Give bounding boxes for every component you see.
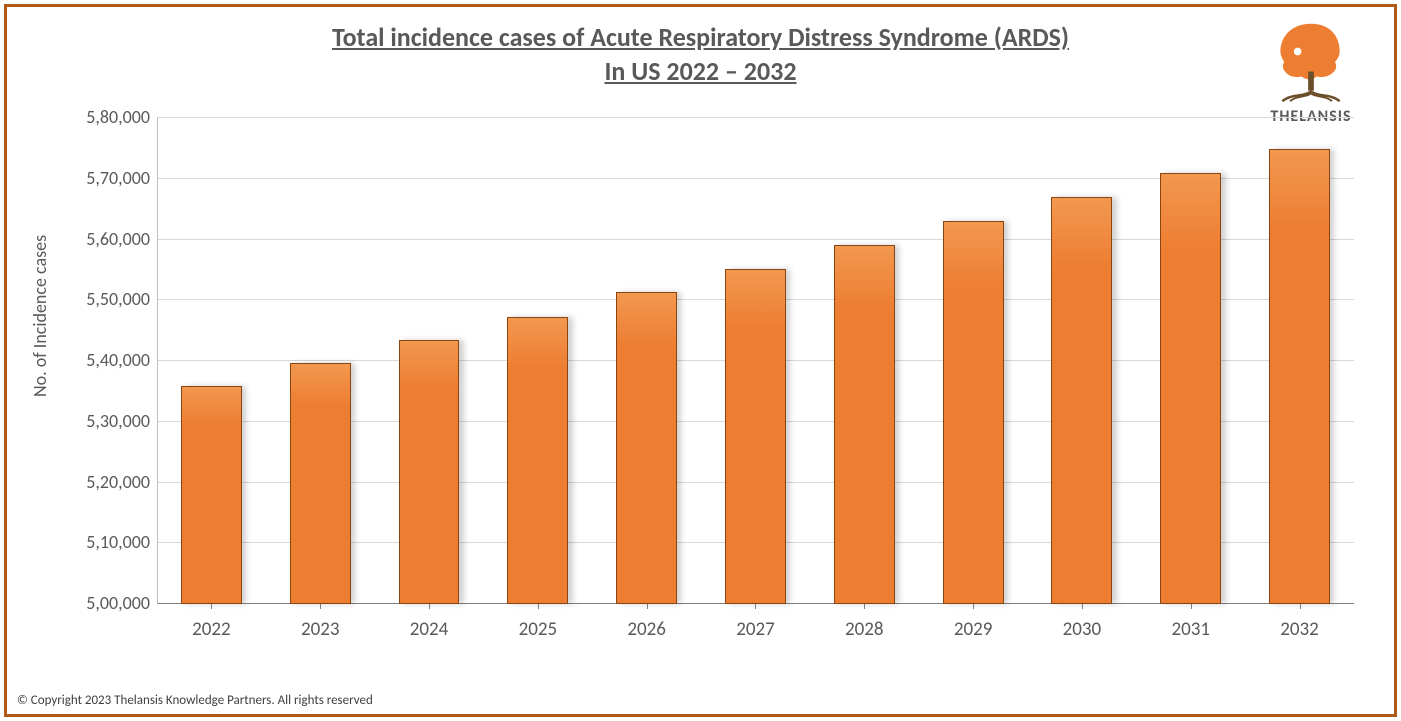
bar (943, 221, 1004, 604)
y-tick-label: 5,10,000 (86, 531, 150, 553)
x-tick-cell: 2029 (919, 604, 1028, 634)
x-tick-cell: 2023 (266, 604, 375, 634)
bar (616, 292, 677, 604)
bar (181, 386, 242, 604)
x-tick-label: 2025 (483, 618, 592, 641)
bar-slot (1245, 117, 1354, 604)
chart-title: Total incidence cases of Acute Respirato… (7, 21, 1394, 87)
bar-slot (919, 117, 1028, 604)
x-axis: 2022202320242025202620272028202920302031… (157, 604, 1354, 634)
y-tick-label: 5,40,000 (86, 349, 150, 371)
bar-slot (266, 117, 375, 604)
x-tick-cell: 2031 (1136, 604, 1245, 634)
copyright-text: © Copyright 2023 Thelansis Knowledge Par… (17, 693, 373, 708)
x-tick-label: 2026 (592, 618, 701, 641)
bar-slot (810, 117, 919, 604)
bar-slot (592, 117, 701, 604)
x-tick-cell: 2022 (157, 604, 266, 634)
bar-slot (1028, 117, 1137, 604)
y-tick-label: 5,20,000 (86, 471, 150, 493)
x-tick-label: 2029 (919, 618, 1028, 641)
x-tick-label: 2027 (701, 618, 810, 641)
x-tick-cell: 2027 (701, 604, 810, 634)
bar (1051, 197, 1112, 604)
brain-tree-icon (1263, 19, 1359, 105)
x-tick-label: 2024 (375, 618, 484, 641)
bar (290, 363, 351, 604)
bar (399, 340, 460, 604)
x-tick-cell: 2032 (1245, 604, 1354, 634)
chart-frame: Total incidence cases of Acute Respirato… (4, 4, 1397, 717)
x-tick-label: 2032 (1245, 618, 1354, 641)
bar-slot (375, 117, 484, 604)
bar-slot (1136, 117, 1245, 604)
bar-slot (483, 117, 592, 604)
y-tick-label: 5,80,000 (86, 106, 150, 128)
x-tick-label: 2022 (157, 618, 266, 641)
x-tick-cell: 2028 (810, 604, 919, 634)
bar (725, 269, 786, 604)
y-tick-label: 5,30,000 (86, 410, 150, 432)
x-tick-label: 2028 (810, 618, 919, 641)
y-tick-label: 5,00,000 (86, 592, 150, 614)
y-axis-label: No. of Incidence cases (29, 235, 51, 397)
bars-container (157, 117, 1354, 604)
x-tick-label: 2031 (1136, 618, 1245, 641)
bar (507, 317, 568, 604)
title-line-2: In US 2022 – 2032 (7, 55, 1394, 87)
y-tick-label: 5,70,000 (86, 167, 150, 189)
x-tick-cell: 2030 (1028, 604, 1137, 634)
bar (1160, 173, 1221, 604)
bar (834, 245, 895, 604)
x-tick-label: 2030 (1028, 618, 1137, 641)
y-tick-label: 5,60,000 (86, 228, 150, 250)
bar-slot (701, 117, 810, 604)
x-tick-cell: 2025 (483, 604, 592, 634)
x-tick-cell: 2026 (592, 604, 701, 634)
title-line-1: Total incidence cases of Acute Respirato… (7, 21, 1394, 53)
bar (1269, 149, 1330, 604)
x-tick-cell: 2024 (375, 604, 484, 634)
bar-slot (157, 117, 266, 604)
chart-plot: 5,00,0005,10,0005,20,0005,30,0005,40,000… (157, 117, 1354, 634)
brand-logo: THELANSIS (1246, 19, 1376, 126)
x-tick-label: 2023 (266, 618, 375, 641)
y-tick-label: 5,50,000 (86, 288, 150, 310)
